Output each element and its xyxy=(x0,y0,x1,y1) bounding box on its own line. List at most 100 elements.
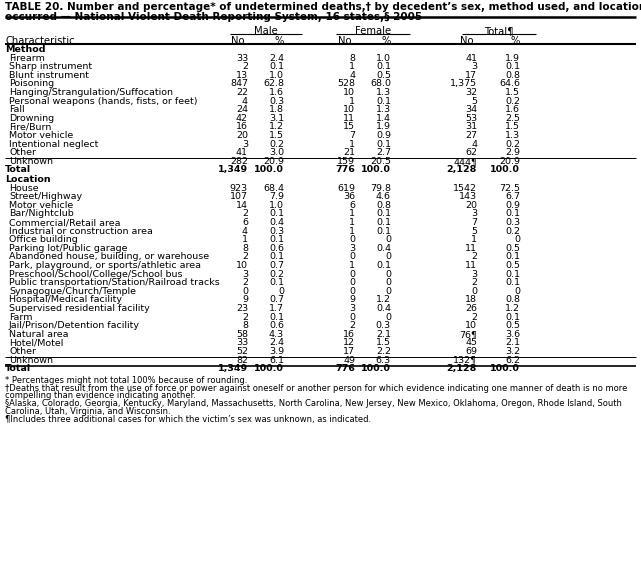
Text: 1: 1 xyxy=(349,218,355,227)
Text: 2: 2 xyxy=(242,312,248,322)
Text: 100.0: 100.0 xyxy=(254,166,284,174)
Text: 2.4: 2.4 xyxy=(269,54,284,63)
Text: 3: 3 xyxy=(471,62,477,71)
Text: 0.4: 0.4 xyxy=(376,304,391,313)
Text: Sharp instrument: Sharp instrument xyxy=(9,62,92,71)
Text: 1.2: 1.2 xyxy=(505,304,520,313)
Text: 4: 4 xyxy=(242,97,248,106)
Text: Synagogue/Church/Temple: Synagogue/Church/Temple xyxy=(9,287,136,296)
Text: 0: 0 xyxy=(349,235,355,244)
Text: 31: 31 xyxy=(465,122,477,132)
Text: 82: 82 xyxy=(236,356,248,364)
Text: 0.3: 0.3 xyxy=(269,97,284,106)
Text: 1.7: 1.7 xyxy=(269,304,284,313)
Text: 0: 0 xyxy=(349,270,355,278)
Text: 1: 1 xyxy=(349,209,355,218)
Text: 0.6: 0.6 xyxy=(269,244,284,253)
Text: 0.1: 0.1 xyxy=(376,261,391,270)
Text: No.: No. xyxy=(338,36,355,46)
Text: 0.2: 0.2 xyxy=(269,270,284,278)
Text: Hospital/Medical facility: Hospital/Medical facility xyxy=(9,295,122,304)
Text: Motor vehicle: Motor vehicle xyxy=(9,201,73,210)
Text: 0: 0 xyxy=(514,235,520,244)
Text: 62: 62 xyxy=(465,148,477,157)
Text: 5: 5 xyxy=(471,226,477,236)
Text: 847: 847 xyxy=(230,80,248,88)
Text: 1.5: 1.5 xyxy=(269,131,284,140)
Text: Commercial/Retail area: Commercial/Retail area xyxy=(9,218,121,227)
Text: 1.9: 1.9 xyxy=(376,122,391,132)
Text: 1.9: 1.9 xyxy=(505,54,520,63)
Text: 7: 7 xyxy=(471,218,477,227)
Text: 21: 21 xyxy=(343,148,355,157)
Text: 68.0: 68.0 xyxy=(370,80,391,88)
Text: 2,128: 2,128 xyxy=(447,166,477,174)
Text: Female: Female xyxy=(355,26,391,36)
Text: 3: 3 xyxy=(242,140,248,149)
Text: 36: 36 xyxy=(343,192,355,201)
Text: 1.4: 1.4 xyxy=(376,114,391,123)
Text: Total¶: Total¶ xyxy=(484,26,514,36)
Text: 20.9: 20.9 xyxy=(263,157,284,166)
Text: 3.1: 3.1 xyxy=(269,114,284,123)
Text: 18: 18 xyxy=(465,295,477,304)
Text: 2: 2 xyxy=(471,278,477,287)
Text: 1.5: 1.5 xyxy=(505,88,520,97)
Text: 10: 10 xyxy=(236,261,248,270)
Text: 10: 10 xyxy=(343,88,355,97)
Text: 10: 10 xyxy=(343,105,355,114)
Text: 0.8: 0.8 xyxy=(376,201,391,210)
Text: 17: 17 xyxy=(465,71,477,80)
Text: 1.6: 1.6 xyxy=(269,88,284,97)
Text: 0.1: 0.1 xyxy=(269,235,284,244)
Text: 0: 0 xyxy=(385,235,391,244)
Text: 3: 3 xyxy=(471,209,477,218)
Text: Jail/Prison/Detention facility: Jail/Prison/Detention facility xyxy=(9,321,140,330)
Text: 776: 776 xyxy=(335,364,355,373)
Text: 0.1: 0.1 xyxy=(376,62,391,71)
Text: 8: 8 xyxy=(242,244,248,253)
Text: Natural area: Natural area xyxy=(9,330,69,339)
Text: 3: 3 xyxy=(349,244,355,253)
Text: 8: 8 xyxy=(242,321,248,330)
Text: 2,128: 2,128 xyxy=(447,364,477,373)
Text: 1.3: 1.3 xyxy=(505,131,520,140)
Text: %: % xyxy=(511,36,520,46)
Text: 282: 282 xyxy=(230,157,248,166)
Text: 20: 20 xyxy=(465,201,477,210)
Text: Public transportation/Station/Railroad tracks: Public transportation/Station/Railroad t… xyxy=(9,278,220,287)
Text: 1.3: 1.3 xyxy=(376,105,391,114)
Text: 0.1: 0.1 xyxy=(505,252,520,261)
Text: 0.6: 0.6 xyxy=(269,321,284,330)
Text: 2.2: 2.2 xyxy=(376,347,391,356)
Text: 49: 49 xyxy=(343,356,355,364)
Text: 13: 13 xyxy=(236,71,248,80)
Text: 0.1: 0.1 xyxy=(269,62,284,71)
Text: 0.2: 0.2 xyxy=(505,140,520,149)
Text: 0.1: 0.1 xyxy=(269,209,284,218)
Text: Other: Other xyxy=(9,347,36,356)
Text: 0.5: 0.5 xyxy=(505,244,520,253)
Text: 0.3: 0.3 xyxy=(269,226,284,236)
Text: 1.5: 1.5 xyxy=(505,122,520,132)
Text: 64.6: 64.6 xyxy=(499,80,520,88)
Text: 79.8: 79.8 xyxy=(370,184,391,192)
Text: Intentional neglect: Intentional neglect xyxy=(9,140,98,149)
Text: 0.2: 0.2 xyxy=(269,140,284,149)
Text: 0: 0 xyxy=(278,287,284,296)
Text: 1.3: 1.3 xyxy=(376,88,391,97)
Text: Location: Location xyxy=(5,175,51,184)
Text: 0: 0 xyxy=(385,287,391,296)
Text: 6.7: 6.7 xyxy=(505,192,520,201)
Text: Unknown: Unknown xyxy=(9,157,53,166)
Text: 0.5: 0.5 xyxy=(505,321,520,330)
Text: 2.7: 2.7 xyxy=(376,148,391,157)
Text: Parking lot/Public garage: Parking lot/Public garage xyxy=(9,244,128,253)
Text: 0.1: 0.1 xyxy=(505,62,520,71)
Text: 1: 1 xyxy=(349,62,355,71)
Text: 4: 4 xyxy=(242,226,248,236)
Text: 1: 1 xyxy=(349,226,355,236)
Text: 2.4: 2.4 xyxy=(269,338,284,347)
Text: 7: 7 xyxy=(349,131,355,140)
Text: 6.3: 6.3 xyxy=(376,356,391,364)
